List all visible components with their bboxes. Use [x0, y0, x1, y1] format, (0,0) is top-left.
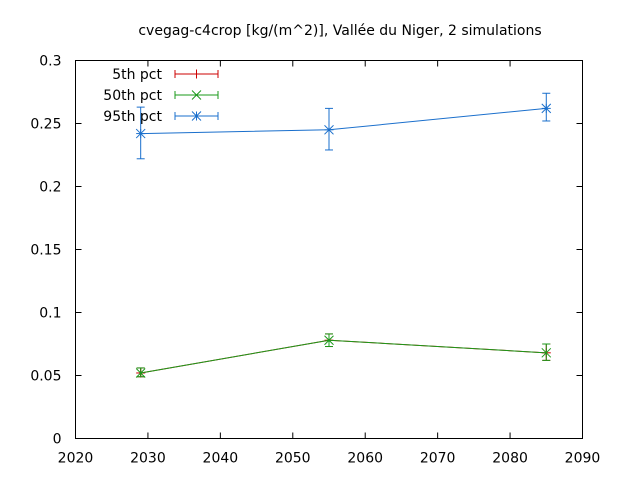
data-point-marker [191, 111, 202, 121]
series-line [140, 107, 547, 135]
marker-stroke [191, 90, 202, 100]
x-tick-label: 2080 [492, 451, 528, 467]
series-line [140, 339, 547, 374]
y-tick-label: 0.2 [39, 180, 61, 196]
legend: 5th pct 50th pct 95th pct [103, 67, 219, 125]
legend-entry: 50th pct [103, 88, 219, 104]
x-tick-label: 2090 [565, 451, 601, 467]
marker-stroke [135, 368, 146, 378]
data-point-marker [541, 347, 552, 358]
chart-title: cvegag-c4crop [kg/(m^2)], Vallée du Nige… [138, 23, 541, 39]
y-tick-label: 0.15 [30, 243, 61, 259]
y-tick-label: 0.1 [39, 306, 61, 322]
x-tick-label: 2030 [130, 451, 166, 467]
marker-stroke [324, 335, 334, 346]
legend-entry: 5th pct [112, 67, 219, 83]
data-point-marker [191, 90, 202, 100]
marker-stroke [324, 124, 334, 135]
marker-stroke [541, 347, 552, 358]
series-layer [135, 92, 552, 378]
axis-layer: 2020 2030 2040 2050 2060 2070 2080 2090 0 0.05 0.1… [30, 54, 600, 467]
x-tick-label: 2050 [275, 451, 311, 467]
series-1 [136, 333, 551, 378]
x-tick-label: 2020 [58, 451, 94, 467]
marker-stroke [541, 103, 552, 114]
series-3 [135, 92, 552, 160]
data-point-marker [192, 69, 201, 79]
data-point-marker [135, 128, 146, 139]
data-point-marker [324, 124, 334, 135]
x-tick-label: 2040 [203, 451, 239, 467]
marker-stroke [135, 128, 146, 139]
legend-entry: 95th pct [103, 109, 219, 125]
x-tick-label: 2070 [420, 451, 456, 467]
legend-label: 5th pct [112, 67, 162, 83]
y-tick-label: 0.05 [30, 369, 61, 385]
x-tick-label: 2060 [347, 451, 383, 467]
legend-label: 50th pct [103, 88, 162, 104]
y-tick-label: 0.25 [30, 117, 61, 133]
series-line [140, 339, 547, 374]
marker-stroke [191, 111, 202, 121]
data-point-marker [541, 103, 552, 114]
y-tick-label: 0 [53, 432, 62, 448]
series-2 [135, 333, 552, 378]
legend-label: 95th pct [103, 109, 162, 125]
y-tick-label: 0.3 [39, 54, 61, 70]
data-point-marker [324, 335, 334, 346]
data-point-marker [135, 368, 146, 378]
